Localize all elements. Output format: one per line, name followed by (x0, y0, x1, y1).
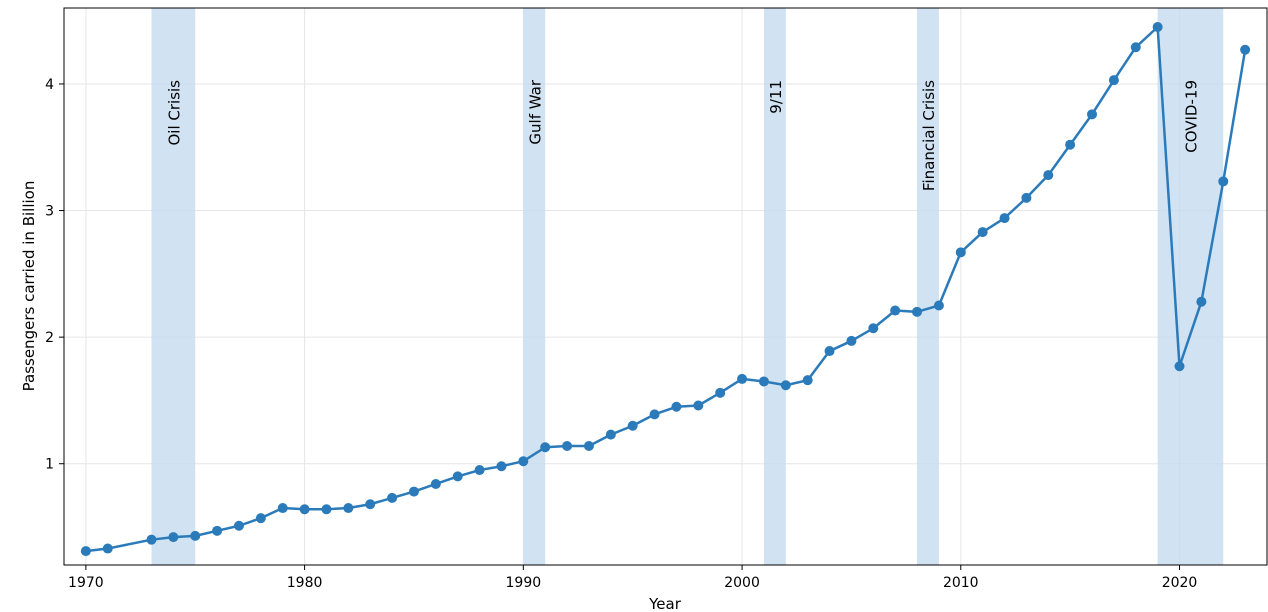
y-tick-label: 4 (45, 77, 54, 93)
y-tick-label: 3 (45, 204, 54, 220)
x-tick-label: 2000 (724, 575, 760, 591)
data-point (999, 213, 1010, 224)
data-point (387, 492, 398, 503)
data-point (233, 520, 244, 531)
series-passengers (85, 25, 1247, 553)
data-point (277, 503, 288, 514)
data-point (583, 441, 594, 452)
data-point (343, 503, 354, 514)
x-tick-label: 1970 (68, 575, 104, 591)
data-point (627, 420, 638, 431)
y-axis-label: Passengers carried in Billion (20, 181, 38, 392)
event-label: 9/11 (767, 80, 785, 114)
data-point (452, 471, 463, 482)
data-point (540, 442, 551, 453)
data-point (758, 376, 769, 387)
data-point (474, 465, 485, 476)
x-axis: 1970 1980 1990 2000 2010 2020 (68, 565, 1197, 591)
data-point (1196, 296, 1207, 307)
data-point (80, 546, 91, 557)
data-point (321, 504, 332, 515)
y-tick-label: 1 (45, 457, 54, 473)
plot-area-frame (63, 7, 1268, 566)
data-point (408, 486, 419, 497)
data-point (255, 513, 266, 524)
data-point (496, 461, 507, 472)
data-point (737, 373, 748, 384)
y-axis: 1 2 3 4 (45, 77, 64, 473)
event-label: Financial Crisis (920, 80, 938, 191)
data-point (671, 401, 682, 412)
data-point (780, 380, 791, 391)
data-point (824, 346, 835, 357)
event-band (523, 8, 546, 565)
data-point (1174, 361, 1185, 372)
data-points (80, 21, 1251, 557)
data-point (715, 387, 726, 398)
data-point (1240, 44, 1251, 55)
event-band (151, 8, 196, 565)
event-label: COVID-19 (1182, 80, 1200, 153)
data-point (1218, 176, 1229, 187)
data-point (912, 306, 923, 317)
data-point (802, 375, 813, 386)
data-point (649, 409, 660, 420)
data-point (212, 525, 223, 536)
x-tick-label: 1990 (506, 575, 542, 591)
y-tick-label: 2 (45, 330, 54, 346)
event-label: Oil Crisis (165, 80, 183, 146)
data-point (868, 323, 879, 334)
x-tick-label: 2010 (943, 575, 979, 591)
event-bands: Oil Crisis Gulf War 9/11 Financial Crisis CO… (151, 8, 1224, 565)
x-tick-label: 2020 (1162, 575, 1198, 591)
event-band (763, 8, 786, 565)
data-point (518, 456, 529, 467)
data-point (1108, 75, 1119, 86)
data-point (1087, 109, 1098, 120)
data-point (190, 530, 201, 541)
data-point (1043, 170, 1054, 181)
data-point (299, 504, 310, 515)
data-point (977, 227, 988, 238)
grid (64, 8, 1267, 565)
data-point (365, 499, 376, 510)
data-point (955, 247, 966, 258)
data-point (605, 429, 616, 440)
series-line (85, 25, 1247, 553)
x-axis-label: Year (648, 595, 682, 612)
data-point (168, 532, 179, 543)
data-point (846, 335, 857, 346)
data-point (693, 400, 704, 411)
data-point (146, 534, 157, 545)
data-point (890, 305, 901, 316)
data-point (1021, 192, 1032, 203)
x-tick-label: 1980 (287, 575, 323, 591)
event-label: Gulf War (526, 79, 544, 144)
data-point (430, 478, 441, 489)
data-point (1152, 21, 1163, 32)
data-point (933, 300, 944, 311)
data-point (1130, 42, 1141, 53)
data-point (1065, 139, 1076, 150)
event-band (1157, 8, 1224, 565)
data-point (562, 441, 573, 452)
data-point (102, 543, 113, 554)
event-band (917, 8, 939, 565)
